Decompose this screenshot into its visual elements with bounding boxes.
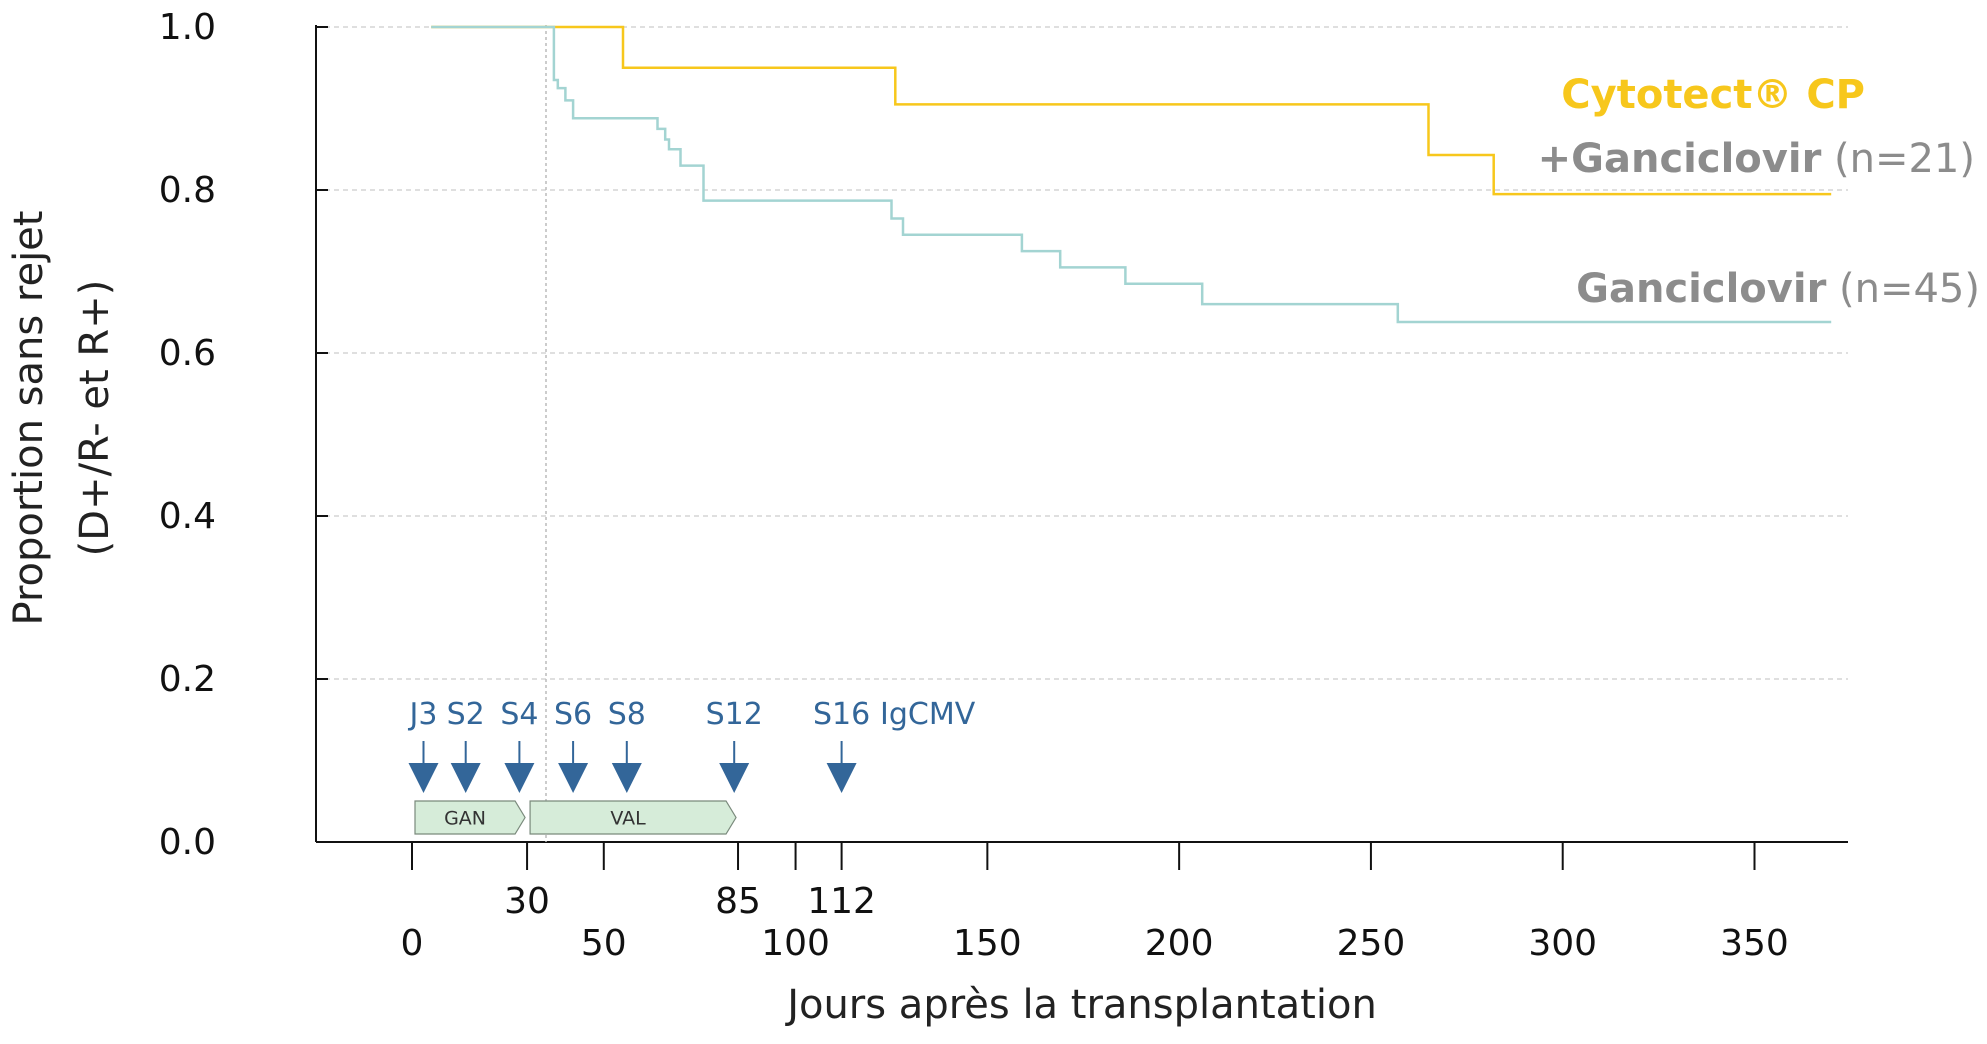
legend-ganciclovir-count: (n=45) <box>1826 266 1980 312</box>
y-tick-label-0.2: 0.2 <box>159 659 216 700</box>
x-tick-label-200: 200 <box>1145 923 1214 964</box>
x-tick-label-100: 100 <box>761 923 830 964</box>
series-line-0 <box>431 25 1832 196</box>
x-tick-label-300: 300 <box>1528 923 1597 964</box>
x-ticks: 0 50 100 150 200 250 300 350 30 85 112 <box>401 842 1789 964</box>
treatment-bar-gan <box>414 800 526 835</box>
y-tick-label-0.0: 0.0 <box>159 822 216 863</box>
series-line-1 <box>431 25 1832 324</box>
y-ticks: 0.0 0.2 0.4 0.6 0.8 1.0 <box>159 7 328 863</box>
y-tick-label-1.0: 1.0 <box>159 7 216 48</box>
y-tick-label-0.4: 0.4 <box>159 496 216 537</box>
treatment-bar-val <box>529 800 737 835</box>
y-tick-label-0.8: 0.8 <box>159 170 216 211</box>
y-axis-title-line2: (D+/R- et R+) <box>72 280 118 557</box>
treatment-bar-label-gan: GAN <box>444 808 486 830</box>
marker-label-s12: S12 <box>706 697 763 732</box>
x-tick-label-50: 50 <box>581 923 627 964</box>
legend-ganciclovir: Ganciclovir (n=45) <box>1576 266 1980 312</box>
legend: Cytotect® CP +Ganciclovir (n=21) Gancicl… <box>1538 72 1980 312</box>
marker-arrow-head-j3 <box>408 763 439 793</box>
grid-lines <box>316 26 1848 680</box>
marker-arrow-head-s2 <box>450 763 481 793</box>
legend-ganciclovir-name: Ganciclovir <box>1576 266 1826 312</box>
marker-arrow-head-s4 <box>504 763 535 793</box>
marker-label-s16: S16 <box>813 697 870 732</box>
y-axis-title-line1: Proportion sans rejet <box>6 211 52 626</box>
legend-cytotect-line1: Cytotect® CP <box>1561 72 1865 118</box>
x-minor-tick-label-85: 85 <box>715 881 761 922</box>
marker-label-j3: J3 <box>408 697 438 732</box>
marker-label-igcmv: IgCMV <box>880 697 976 732</box>
treatment-bar-label-val: VAL <box>610 808 646 830</box>
legend-cytotect-line2-count: (n=21) <box>1821 136 1975 182</box>
marker-label-s6: S6 <box>554 697 592 732</box>
treatment-markers: J3 S2 S4 S6 S8 S12 S16 IgCMV <box>408 697 976 793</box>
marker-label-s8: S8 <box>608 697 646 732</box>
marker-arrow-head-s6 <box>558 763 589 793</box>
axes <box>315 25 1848 843</box>
marker-arrow-head-s8 <box>611 763 642 793</box>
x-axis-title: Jours après la transplantation <box>784 982 1377 1028</box>
x-tick-label-0: 0 <box>401 923 424 964</box>
x-minor-tick-label-30: 30 <box>504 881 550 922</box>
x-tick-label-250: 250 <box>1337 923 1406 964</box>
legend-cytotect-line2: +Ganciclovir (n=21) <box>1538 136 1975 182</box>
x-tick-label-150: 150 <box>953 923 1022 964</box>
marker-label-s2: S2 <box>447 697 485 732</box>
y-tick-label-0.6: 0.6 <box>159 333 216 374</box>
marker-arrow-head-s16 <box>826 763 857 793</box>
legend-cytotect-line2-name: +Ganciclovir <box>1538 136 1822 182</box>
series-lines <box>431 25 1832 324</box>
marker-label-s4: S4 <box>500 697 538 732</box>
x-tick-label-350: 350 <box>1720 923 1789 964</box>
marker-arrow-head-s12 <box>719 763 750 793</box>
x-minor-tick-label-112: 112 <box>807 881 876 922</box>
treatment-bars: GAN VAL <box>414 800 737 835</box>
